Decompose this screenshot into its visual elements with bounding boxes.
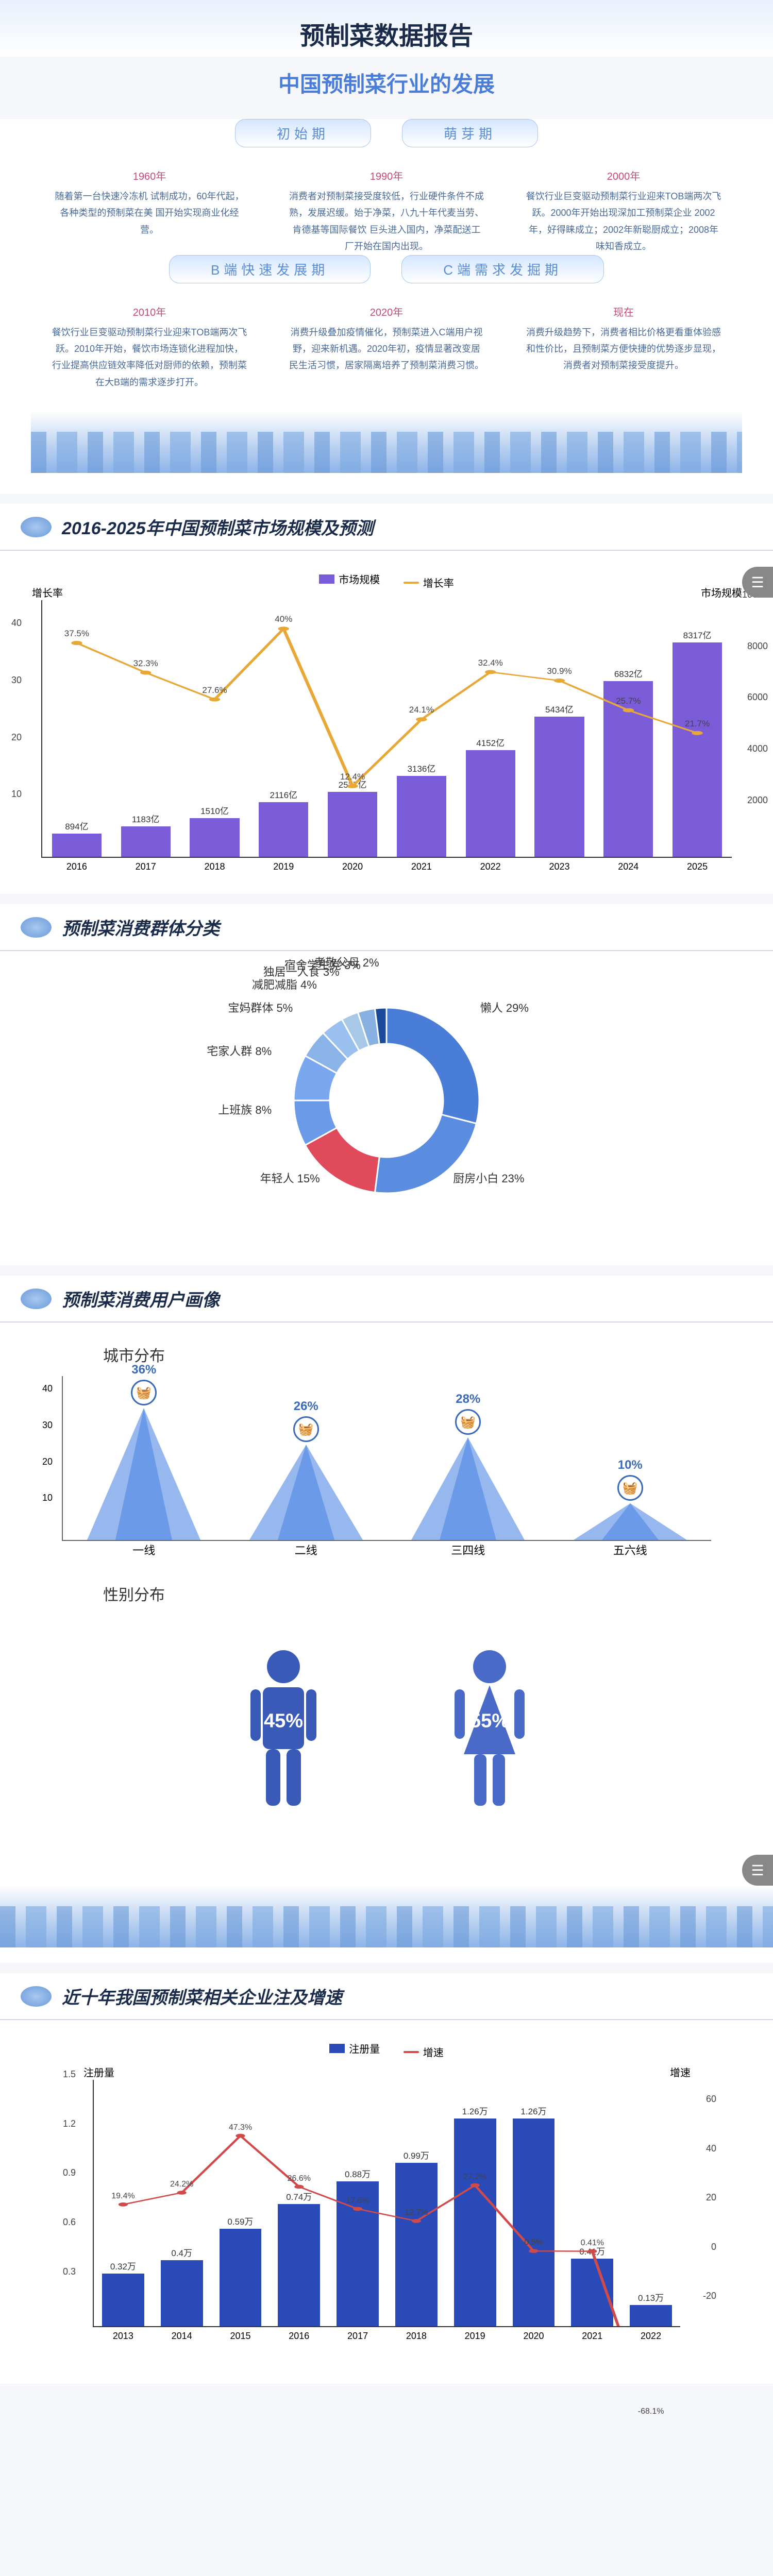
- basket-icon: 🧺: [617, 1475, 643, 1501]
- gender-chart: 45% 55%: [62, 1615, 711, 1844]
- phase-year: 1990年: [278, 168, 495, 183]
- enterprise-section: 近十年我国预制菜相关企业注及增速 注册量 增速 注册量 增速 0.32万2013…: [0, 1973, 773, 2384]
- cloud-icon: [21, 517, 52, 537]
- bar-group: 3136亿2021: [391, 776, 452, 857]
- donut-slice: [386, 1008, 479, 1124]
- donut-label: 宅家人群 8%: [207, 1042, 272, 1059]
- phase-header: 萌芽期: [402, 119, 538, 147]
- bar-group: 0.4万2014: [155, 2260, 208, 2326]
- cloud-icon: [21, 917, 52, 938]
- phase-text: 消费者对预制菜接受度较低，行业硬件条件不成熟，发展迟缓。始于净菜，八九十年代麦当…: [278, 188, 495, 255]
- donut-label: 年轻人 15%: [260, 1170, 320, 1186]
- sub-title: 中国预制菜行业的发展: [0, 57, 773, 119]
- cloud-icon: [21, 1986, 52, 2007]
- donut-chart: 懒人 29% 厨房小白 23% 年轻人 15% 上班族 8% 宅家人群 8% 宝妈群体 5…: [0, 951, 773, 1250]
- basket-icon: 🧺: [455, 1409, 481, 1435]
- bar-group: 5434亿2023: [528, 717, 590, 857]
- city-peak: [249, 1445, 363, 1540]
- basket-icon: 🧺: [131, 1380, 157, 1405]
- market-title: 2016-2025年中国预制菜市场规模及预测: [62, 514, 374, 539]
- phase-header: B端快速发展期: [169, 255, 371, 283]
- bar-group: 2527亿2020: [322, 792, 383, 857]
- phase-column: 现在消费升级趋势下，消费者相比价格更看重体验感和性价比，且预制菜方便快捷的优势逐…: [515, 304, 732, 391]
- profile-section: 预制菜消费用户画像 城市分布 10203040一线36%🧺二线26%🧺三四线28…: [0, 1276, 773, 1963]
- phase-text: 随着第一台快速冷冻机 试制成功，60年代起，各种类型的预制菜在美 国开始实现商业…: [41, 188, 258, 238]
- basket-icon: 🧺: [293, 1416, 319, 1442]
- phase-text: 餐饮行业巨变驱动预制菜行业迎来TOB端两次飞跃。2010年开始，餐饮市场连锁化进…: [41, 324, 258, 391]
- city-peak: [87, 1408, 200, 1540]
- skyline-decoration: [0, 1886, 773, 1947]
- phase-column: 2000年餐饮行业巨变驱动预制菜行业迎来TOB端两次飞跃。2000年开始出现深加…: [515, 168, 732, 255]
- bar-group: 6832亿2024: [597, 681, 659, 857]
- profile-title: 预制菜消费用户画像: [62, 1286, 220, 1311]
- bar-group: 0.13万2022: [625, 2305, 677, 2327]
- city-subtitle: 城市分布: [103, 1343, 711, 1366]
- enterprise-legend: 注册量 增速: [41, 2041, 732, 2059]
- city-chart: 10203040一线36%🧺二线26%🧺三四线28%🧺五六线10%🧺: [62, 1376, 711, 1541]
- enterprise-title: 近十年我国预制菜相关企业注及增速: [62, 1984, 342, 2009]
- phase-year: 2000年: [515, 168, 732, 183]
- bar-group: 1510亿2018: [183, 818, 245, 857]
- enterprise-chart: 注册量 增速 0.32万20130.4万20140.59万20150.74万20…: [93, 2080, 680, 2327]
- float-button[interactable]: ☰: [742, 1855, 773, 1886]
- bar-group: 0.41万2021: [566, 2259, 618, 2326]
- phase-year: 2020年: [278, 304, 495, 319]
- phase-text: 餐饮行业巨变驱动预制菜行业迎来TOB端两次飞跃。2000年开始出现深加工预制菜企…: [515, 188, 732, 255]
- donut-label: 上班族 8%: [218, 1101, 272, 1117]
- cloud-icon: [21, 1289, 52, 1309]
- market-legend: 市场规模 增长率: [41, 571, 732, 590]
- phase-year: 现在: [515, 304, 732, 319]
- phase-column: 1990年消费者对预制菜接受度较低，行业硬件条件不成熟，发展迟缓。始于净菜，八九…: [278, 168, 495, 255]
- bar-group: 0.59万2015: [214, 2229, 266, 2326]
- donut-label: 孝敬父母 2%: [314, 954, 379, 970]
- bar-group: 1183亿2017: [114, 826, 176, 857]
- bar-group: 1.26万2019: [448, 2119, 501, 2326]
- market-chart: 增长率 市场规模 894亿20161183亿20171510亿20182116亿…: [41, 600, 732, 858]
- phase-text: 消费升级趋势下，消费者相比价格更看重体验感和性价比，且预制菜方便快捷的优势逐步显…: [515, 324, 732, 374]
- float-button[interactable]: ☰: [742, 567, 773, 598]
- male-figure: 45%: [232, 1646, 335, 1814]
- bar-group: 1.26万2020: [507, 2119, 560, 2326]
- phase-header: 初始期: [235, 119, 371, 147]
- donut-section: 预制菜消费群体分类 懒人 29% 厨房小白 23% 年轻人 15% 上班族 8% 宅家人…: [0, 904, 773, 1265]
- city-peak: [411, 1437, 525, 1540]
- bar-group: 2116亿2019: [253, 802, 314, 857]
- bar-group: 0.74万2016: [273, 2204, 325, 2326]
- donut-label: 懒人 29%: [480, 999, 529, 1015]
- city-peak: [574, 1503, 687, 1540]
- bar-group: 0.99万2018: [390, 2163, 443, 2326]
- phase-year: 2010年: [41, 304, 258, 319]
- bar-group: 0.32万2013: [97, 2274, 149, 2326]
- skyline-decoration: [31, 411, 742, 473]
- phase-text: 消费升级叠加疫情催化，预制菜进入C端用户视野，迎来新机遇。2020年初，疫情显著…: [278, 324, 495, 374]
- bar-group: 894亿2016: [46, 834, 108, 857]
- phase-header: C端需求发掘期: [401, 255, 604, 283]
- phase-column: 2020年消费升级叠加疫情催化，预制菜进入C端用户视野，迎来新机遇。2020年初…: [278, 304, 495, 391]
- donut-label: 厨房小白 23%: [453, 1170, 524, 1186]
- phase-column: 1960年随着第一台快速冷冻机 试制成功，60年代起，各种类型的预制菜在美 国开…: [41, 168, 258, 255]
- timeline-section: 初始期 萌芽期 1960年随着第一台快速冷冻机 试制成功，60年代起，各种类型的预制…: [0, 119, 773, 494]
- gender-subtitle: 性别分布: [103, 1582, 711, 1605]
- main-title: 预制菜数据报告: [0, 0, 773, 57]
- bar-group: 4152亿2022: [459, 750, 521, 857]
- phase-column: 2010年餐饮行业巨变驱动预制菜行业迎来TOB端两次飞跃。2010年开始，餐饮市…: [41, 304, 258, 391]
- donut-label: 宝妈群体 5%: [228, 999, 293, 1015]
- bar-group: 8317亿2025: [666, 642, 728, 857]
- donut-title: 预制菜消费群体分类: [62, 914, 220, 940]
- female-figure: 55%: [438, 1646, 541, 1814]
- market-section: 2016-2025年中国预制菜市场规模及预测 市场规模 增长率 增长率 市场规模…: [0, 504, 773, 894]
- phase-year: 1960年: [41, 168, 258, 183]
